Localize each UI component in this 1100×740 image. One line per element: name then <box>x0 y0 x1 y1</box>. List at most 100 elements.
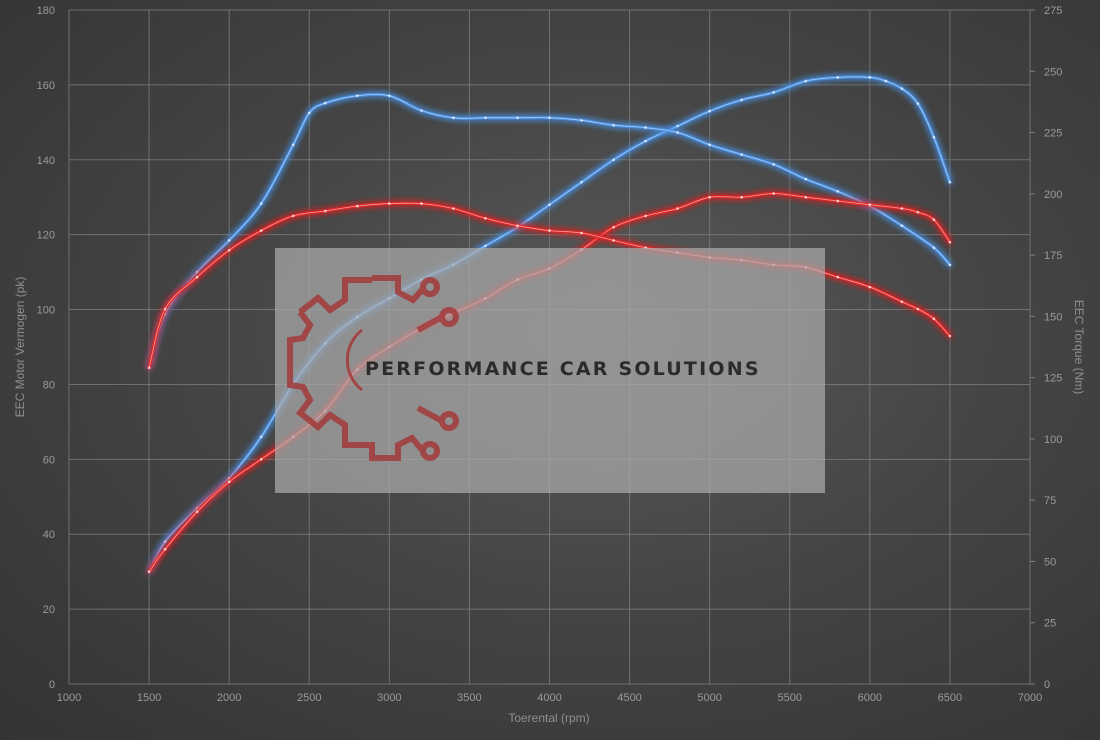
data-point <box>612 158 615 162</box>
x-tick-label: 2500 <box>297 692 321 704</box>
data-point <box>900 224 904 227</box>
y-left-tick-label: 40 <box>43 529 55 541</box>
data-point <box>868 203 872 206</box>
x-tick-label: 5500 <box>778 692 802 704</box>
data-point <box>932 246 936 249</box>
data-point <box>676 207 679 210</box>
data-point <box>580 180 583 184</box>
data-point <box>932 317 936 321</box>
y-left-tick-label: 140 <box>37 155 55 167</box>
y-left-tick-label: 100 <box>37 305 55 317</box>
data-point <box>516 224 519 227</box>
y-axis-left-title: EEC Motor Vermogen (pk) <box>13 277 27 418</box>
y-right-tick-label: 100 <box>1044 434 1062 446</box>
data-point <box>740 98 743 102</box>
data-point <box>916 102 920 105</box>
data-point <box>644 139 647 143</box>
data-point <box>740 153 743 156</box>
data-point <box>612 239 615 242</box>
data-point <box>516 116 519 120</box>
data-point <box>163 547 167 551</box>
y-right-tick-label: 225 <box>1044 128 1062 140</box>
x-tick-label: 4500 <box>617 692 641 704</box>
data-point <box>916 210 920 214</box>
data-point <box>948 240 952 244</box>
data-point <box>420 109 423 112</box>
gear-circuit-icon <box>287 275 459 461</box>
data-point <box>308 111 311 115</box>
watermark: PERFORMANCE CAR SOLUTIONS <box>275 248 825 493</box>
data-point <box>195 270 199 274</box>
x-tick-label: 2000 <box>217 692 241 704</box>
series-line-core <box>148 93 951 368</box>
y-left-tick-label: 20 <box>43 604 55 616</box>
y-axis-right-title: EEC Torque (Nm) <box>1072 300 1086 394</box>
x-tick-label: 7000 <box>1018 692 1042 704</box>
data-point <box>948 263 952 267</box>
data-point <box>324 101 327 105</box>
data-point <box>548 203 551 206</box>
data-point <box>548 229 551 232</box>
data-point <box>195 510 199 514</box>
data-point <box>484 217 487 220</box>
x-tick-label: 1500 <box>137 692 161 704</box>
data-point <box>772 91 775 94</box>
data-point <box>259 458 263 461</box>
y-right-tick-label: 25 <box>1044 618 1056 630</box>
data-point <box>227 476 231 480</box>
data-point <box>708 143 711 147</box>
data-point <box>868 76 872 79</box>
y-left-tick-label: 60 <box>43 454 55 466</box>
data-point <box>948 334 952 338</box>
x-tick-label: 3000 <box>377 692 401 704</box>
data-point <box>388 202 391 205</box>
y-axis-right-ticks: 0 25 50 75 100 125 150 175 200 225 250 275 <box>1030 5 1062 691</box>
data-point <box>900 300 904 304</box>
y-axis-left-ticks: 0 20 40 60 80 100 120 140 160 180 <box>37 5 55 691</box>
data-point <box>804 195 808 199</box>
data-point <box>195 275 199 279</box>
data-point <box>900 207 904 210</box>
data-point <box>548 116 551 120</box>
y-left-tick-label: 180 <box>37 5 55 17</box>
data-point <box>772 163 775 166</box>
data-point <box>916 307 920 311</box>
y-left-tick-label: 160 <box>37 80 55 92</box>
data-point <box>836 275 840 279</box>
data-point <box>227 480 231 484</box>
data-point <box>291 143 295 147</box>
y-right-tick-label: 125 <box>1044 373 1062 385</box>
data-point <box>227 248 231 252</box>
data-point <box>612 225 615 229</box>
data-point <box>291 214 295 218</box>
data-point <box>195 506 199 510</box>
x-tick-label: 6500 <box>938 692 962 704</box>
y-right-tick-label: 200 <box>1044 189 1062 201</box>
data-point <box>484 244 487 248</box>
data-point <box>900 87 904 90</box>
data-point <box>147 366 151 370</box>
data-point <box>836 190 840 193</box>
y-left-tick-label: 0 <box>49 679 55 691</box>
series-line-core <box>148 202 951 368</box>
x-tick-label: 4000 <box>537 692 561 704</box>
y-right-tick-label: 50 <box>1044 556 1056 568</box>
data-point <box>932 136 936 139</box>
data-point <box>884 79 888 83</box>
data-point <box>163 307 167 311</box>
x-axis-title: Toerental (rpm) <box>508 711 589 725</box>
data-point <box>708 195 711 199</box>
data-point <box>612 123 615 127</box>
y-right-tick-label: 150 <box>1044 311 1062 323</box>
y-right-tick-label: 250 <box>1044 66 1062 78</box>
watermark-panel <box>275 248 825 493</box>
data-point <box>259 229 263 232</box>
y-left-tick-label: 80 <box>43 379 55 391</box>
data-point <box>740 195 743 199</box>
data-point <box>484 116 487 120</box>
data-point <box>804 79 808 83</box>
y-right-tick-label: 275 <box>1044 5 1062 17</box>
data-point <box>356 94 359 98</box>
data-point <box>772 192 775 195</box>
